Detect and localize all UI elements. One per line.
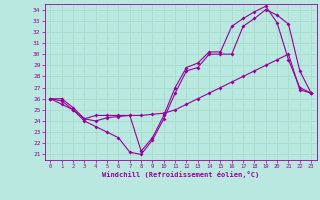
X-axis label: Windchill (Refroidissement éolien,°C): Windchill (Refroidissement éolien,°C) — [102, 171, 260, 178]
